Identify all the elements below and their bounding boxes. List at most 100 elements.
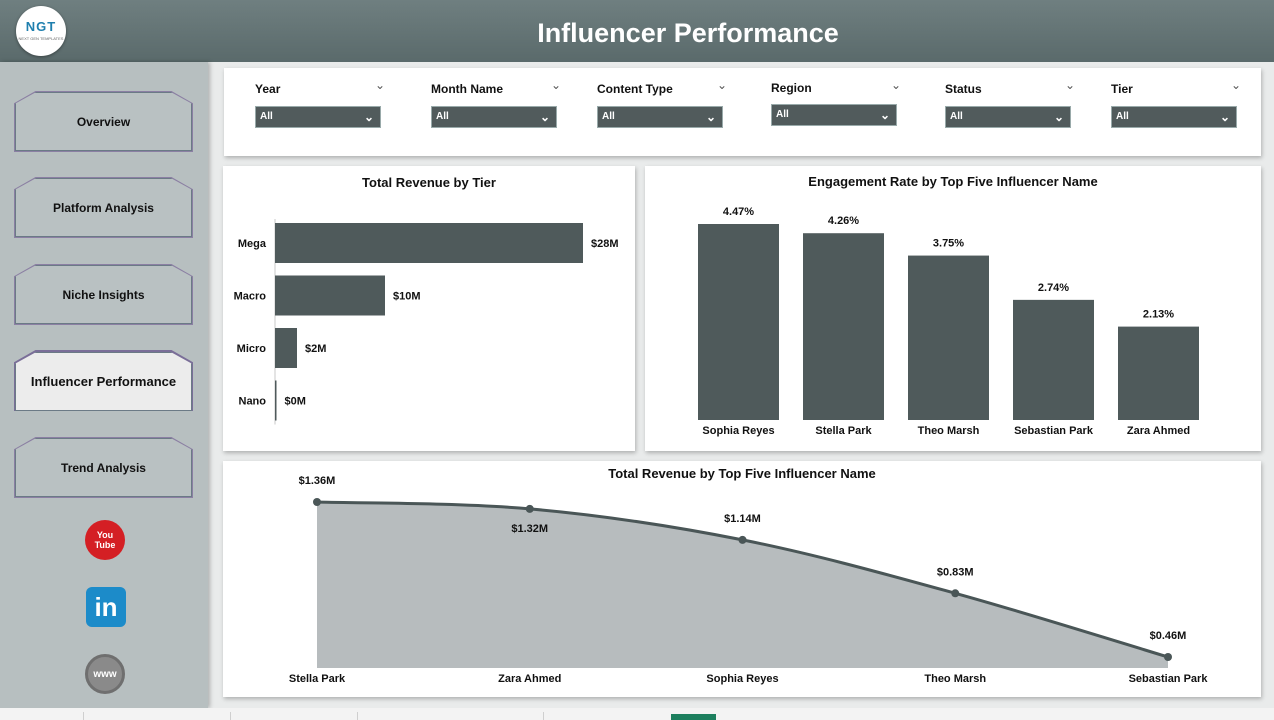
bar-micro — [275, 328, 297, 368]
data-label-micro: $2M — [305, 343, 326, 355]
tab-divider — [543, 712, 544, 720]
chart-title: Engagement Rate by Top Five Influencer N… — [808, 174, 1098, 189]
filter-status: Status ⌄ All ⌄ — [945, 68, 1075, 148]
bar-mega — [275, 223, 583, 263]
select-value: All — [602, 111, 615, 122]
data-label-zara-ahmed: $1.32M — [511, 523, 548, 535]
chevron-down-icon[interactable]: ⌄ — [1230, 78, 1241, 92]
active-page-tab[interactable] — [671, 714, 716, 720]
tick-label-theo-marsh: Theo Marsh — [924, 673, 986, 685]
filter-panel: Year ⌄ All ⌄ Month Name ⌄ All ⌄ Content Ty… — [224, 68, 1261, 156]
status-select[interactable]: All ⌄ — [945, 106, 1071, 128]
nav-button-influencer-performance[interactable]: Influencer Performance — [15, 352, 192, 411]
point-zara-ahmed — [525, 504, 534, 513]
select-value: All — [1116, 111, 1129, 122]
point-theo-marsh — [951, 589, 960, 598]
chevron-down-icon[interactable]: ⌄ — [716, 78, 727, 92]
youtube-text-top: You — [96, 530, 114, 540]
tick-label-stella-park: Stella Park — [815, 425, 872, 437]
tier-select[interactable]: All ⌄ — [1111, 106, 1237, 128]
select-value: All — [776, 109, 789, 120]
data-label-sebastian-park: 2.74% — [1038, 282, 1069, 294]
filter-label: Region — [771, 81, 812, 95]
bar-stella-park — [803, 233, 884, 420]
month-name-select[interactable]: All ⌄ — [431, 106, 557, 128]
chevron-down-icon[interactable]: ⌄ — [890, 78, 901, 92]
filter-label: Month Name — [431, 82, 503, 96]
data-label-theo-marsh: $0.83M — [937, 566, 974, 578]
year-select[interactable]: All ⌄ — [255, 106, 381, 128]
tick-label-sophia-reyes: Sophia Reyes — [702, 425, 774, 437]
bar-sophia-reyes — [698, 224, 779, 420]
tick-label-mega: Mega — [238, 238, 267, 250]
select-value: All — [436, 111, 449, 122]
tick-label-nano: Nano — [239, 396, 267, 408]
nav-button-trend-analysis[interactable]: Trend Analysis — [15, 438, 192, 497]
data-label-theo-marsh: 3.75% — [933, 238, 964, 250]
region-select[interactable]: All ⌄ — [771, 104, 897, 126]
data-label-sophia-reyes: $1.14M — [724, 513, 761, 525]
engagement-rate-chart: 4.47% Sophia Reyes 4.26% Stella Park 3.75% Th… — [698, 206, 1199, 437]
bar-theo-marsh — [908, 255, 989, 420]
tick-label-sebastian-park: Sebastian Park — [1129, 673, 1209, 685]
nav-button-niche-insights[interactable]: Niche Insights — [15, 265, 192, 324]
point-sophia-reyes — [738, 535, 747, 544]
revenue-by-influencer-chart: $1.36M Stella Park $1.32M Zara Ahmed $1.14M S… — [289, 475, 1209, 685]
filter-content-type: Content Type ⌄ All ⌄ — [597, 68, 727, 148]
tab-divider — [83, 712, 84, 720]
bar-macro — [275, 275, 385, 316]
chevron-down-icon: ⌄ — [363, 110, 374, 124]
tick-label-zara-ahmed: Zara Ahmed — [498, 673, 561, 685]
youtube-text-bottom: Tube — [94, 540, 116, 550]
data-label-nano: $0M — [285, 396, 306, 408]
revenue-by-influencer-panel: Total Revenue by Top Five Influencer Nam… — [223, 461, 1261, 697]
nav-button-platform-analysis[interactable]: Platform Analysis — [15, 178, 192, 237]
sidebar: Overview Platform Analysis Niche Insight… — [0, 62, 208, 708]
ngt-logo: NGT NEXT GEN TEMPLATES — [16, 6, 66, 56]
tick-label-macro: Macro — [234, 291, 267, 303]
linkedin-text: in — [94, 591, 118, 622]
website-icon[interactable]: www — [85, 654, 125, 694]
filter-region: Region ⌄ All ⌄ — [771, 68, 901, 148]
filter-year: Year ⌄ All ⌄ — [255, 68, 385, 148]
data-label-sebastian-park: $0.46M — [1150, 630, 1187, 642]
tick-label-theo-marsh: Theo Marsh — [918, 425, 980, 437]
area-fill — [317, 502, 1168, 668]
data-label-macro: $10M — [393, 291, 421, 303]
filter-month-name: Month Name ⌄ All ⌄ — [431, 68, 561, 148]
tick-label-sebastian-park: Sebastian Park — [1014, 425, 1094, 437]
chevron-down-icon: ⌄ — [705, 110, 716, 124]
nav-button-overview[interactable]: Overview — [15, 92, 192, 151]
linkedin-icon[interactable]: in — [86, 587, 126, 627]
select-value: All — [950, 111, 963, 122]
filter-label: Status — [945, 82, 982, 96]
filter-label: Tier — [1111, 82, 1133, 96]
chart-title: Total Revenue by Top Five Influencer Nam… — [608, 466, 876, 481]
chevron-down-icon[interactable]: ⌄ — [374, 78, 385, 92]
youtube-icon[interactable]: You Tube — [85, 520, 125, 560]
tick-label-stella-park: Stella Park — [289, 673, 346, 685]
revenue-by-tier-panel: Total Revenue by Tier Mega $28M Macro $10M M… — [223, 166, 635, 451]
data-label-stella-park: 4.26% — [828, 215, 859, 227]
select-value: All — [260, 111, 273, 122]
data-label-mega: $28M — [591, 238, 619, 250]
bottom-tab-strip — [0, 708, 1274, 720]
chevron-down-icon[interactable]: ⌄ — [550, 78, 561, 92]
chevron-down-icon[interactable]: ⌄ — [1064, 78, 1075, 92]
chart-title: Total Revenue by Tier — [362, 175, 496, 190]
bar-nano — [275, 380, 277, 421]
engagement-rate-panel: Engagement Rate by Top Five Influencer N… — [645, 166, 1261, 451]
page-title: Influencer Performance — [537, 18, 839, 48]
point-sebastian-park — [1164, 653, 1172, 661]
point-stella-park — [313, 498, 321, 506]
logo-subtext: NEXT GEN TEMPLATES — [18, 36, 64, 41]
chevron-down-icon: ⌄ — [879, 108, 890, 122]
chevron-down-icon: ⌄ — [539, 110, 550, 124]
revenue-by-tier-chart: Mega $28M Macro $10M Micro $2M Nano $0M — [234, 219, 619, 425]
tick-label-zara-ahmed: Zara Ahmed — [1127, 425, 1190, 437]
logo-text: NGT — [25, 19, 57, 34]
content-type-select[interactable]: All ⌄ — [597, 106, 723, 128]
tick-label-micro: Micro — [237, 343, 267, 355]
chevron-down-icon: ⌄ — [1219, 110, 1230, 124]
filter-label: Year — [255, 82, 281, 96]
